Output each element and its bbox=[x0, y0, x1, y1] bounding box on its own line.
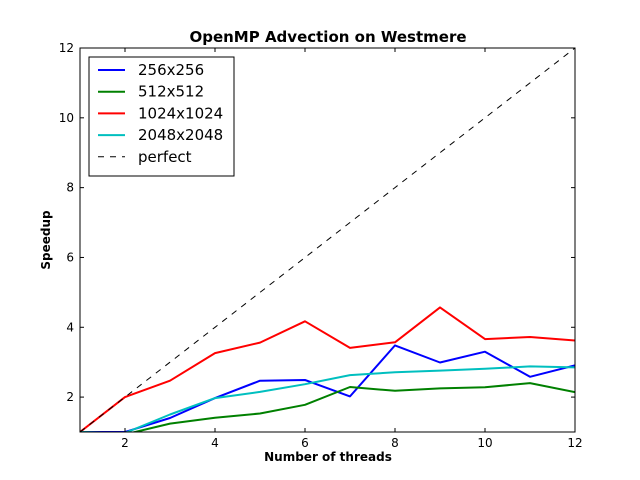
x-tick-label: 2 bbox=[121, 436, 129, 450]
y-tick-label: 8 bbox=[66, 181, 74, 195]
legend-label-perfect: perfect bbox=[138, 148, 192, 166]
x-tick-label: 8 bbox=[391, 436, 399, 450]
y-tick-label: 6 bbox=[66, 250, 74, 264]
chart-title: OpenMP Advection on Westmere bbox=[189, 28, 466, 46]
legend-label-2048x2048: 2048x2048 bbox=[138, 126, 223, 144]
legend-label-512x512: 512x512 bbox=[138, 83, 204, 101]
series-line-256x256 bbox=[80, 344, 575, 432]
legend-box bbox=[88, 56, 235, 177]
series-line-perfect bbox=[80, 48, 575, 432]
x-axis-label: Number of threads bbox=[264, 450, 392, 464]
series-line-2048x2048 bbox=[80, 365, 575, 432]
y-tick-label: 12 bbox=[59, 41, 74, 55]
x-tick-label: 12 bbox=[567, 436, 582, 450]
y-axis-label: Speedup bbox=[39, 210, 53, 270]
y-tick-label: 2 bbox=[66, 390, 74, 404]
x-tick-label: 6 bbox=[301, 436, 309, 450]
series-line-512x512 bbox=[80, 382, 575, 432]
plot-frame bbox=[79, 47, 576, 433]
legend: 256x256 512x512 1024x1024 2048x2048 perfect bbox=[88, 56, 235, 177]
legend-label-256x256: 256x256 bbox=[138, 61, 204, 79]
y-tick-label: 10 bbox=[59, 111, 74, 125]
legend-label-1024x1024: 1024x1024 bbox=[138, 104, 223, 122]
series-layer bbox=[80, 48, 575, 432]
ticks-layer: 2 4 6 8 10 12 2 4 6 8 10 12 bbox=[59, 41, 583, 450]
x-tick-label: 4 bbox=[211, 436, 219, 450]
x-tick-label: 10 bbox=[477, 436, 492, 450]
series-line-1024x1024 bbox=[80, 306, 575, 432]
y-tick-label: 4 bbox=[66, 320, 74, 334]
